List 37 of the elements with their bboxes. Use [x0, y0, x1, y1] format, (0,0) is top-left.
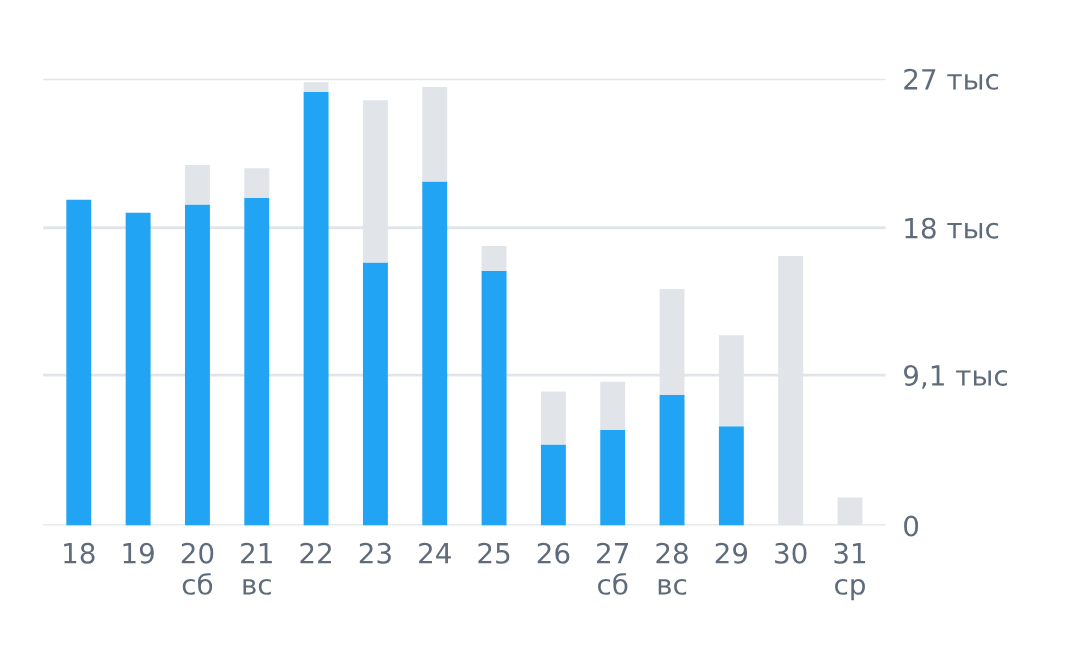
bar: [184, 164, 210, 205]
bar: [244, 168, 270, 198]
x-tick-label: 27 сб: [597, 542, 629, 595]
bar: [66, 199, 92, 526]
x-tick-label: 30: [775, 542, 807, 564]
bar: [481, 270, 507, 526]
bar: [481, 245, 507, 271]
bar: [362, 262, 388, 526]
bar: [184, 204, 210, 526]
x-tick-label: 31 ср: [834, 542, 866, 601]
bar: [600, 381, 626, 430]
x-tick-label: 29: [715, 542, 748, 564]
bar: [303, 82, 329, 93]
bar: [600, 429, 626, 526]
bar: [244, 197, 270, 526]
y-tick-label: 0: [904, 515, 919, 537]
x-tick-label: 28 вс: [656, 542, 688, 595]
x-tick-label: 22: [300, 542, 331, 564]
x-tick-label: 25: [478, 542, 510, 564]
x-tick-label: 20 сб: [181, 542, 214, 595]
x-tick-label: 21 вс: [241, 542, 272, 595]
bar: [659, 394, 685, 526]
x-tick-label: 24: [419, 542, 451, 564]
bar: [540, 391, 566, 445]
y-tick-label: 27 тыс: [904, 68, 999, 90]
y-tick-label: 9,1 тыс: [904, 364, 1007, 389]
bar: [718, 426, 744, 526]
x-tick-label: 18: [64, 542, 95, 564]
x-tick-label: 19: [123, 542, 154, 564]
bar: [125, 212, 151, 526]
x-tick-label: 26: [537, 542, 570, 564]
bar: [540, 444, 566, 526]
bar: [422, 181, 448, 526]
bar: [303, 92, 329, 526]
y-tick-label: 18 тыс: [905, 217, 999, 239]
x-tick-label: 23: [359, 542, 391, 564]
bar: [422, 87, 448, 182]
